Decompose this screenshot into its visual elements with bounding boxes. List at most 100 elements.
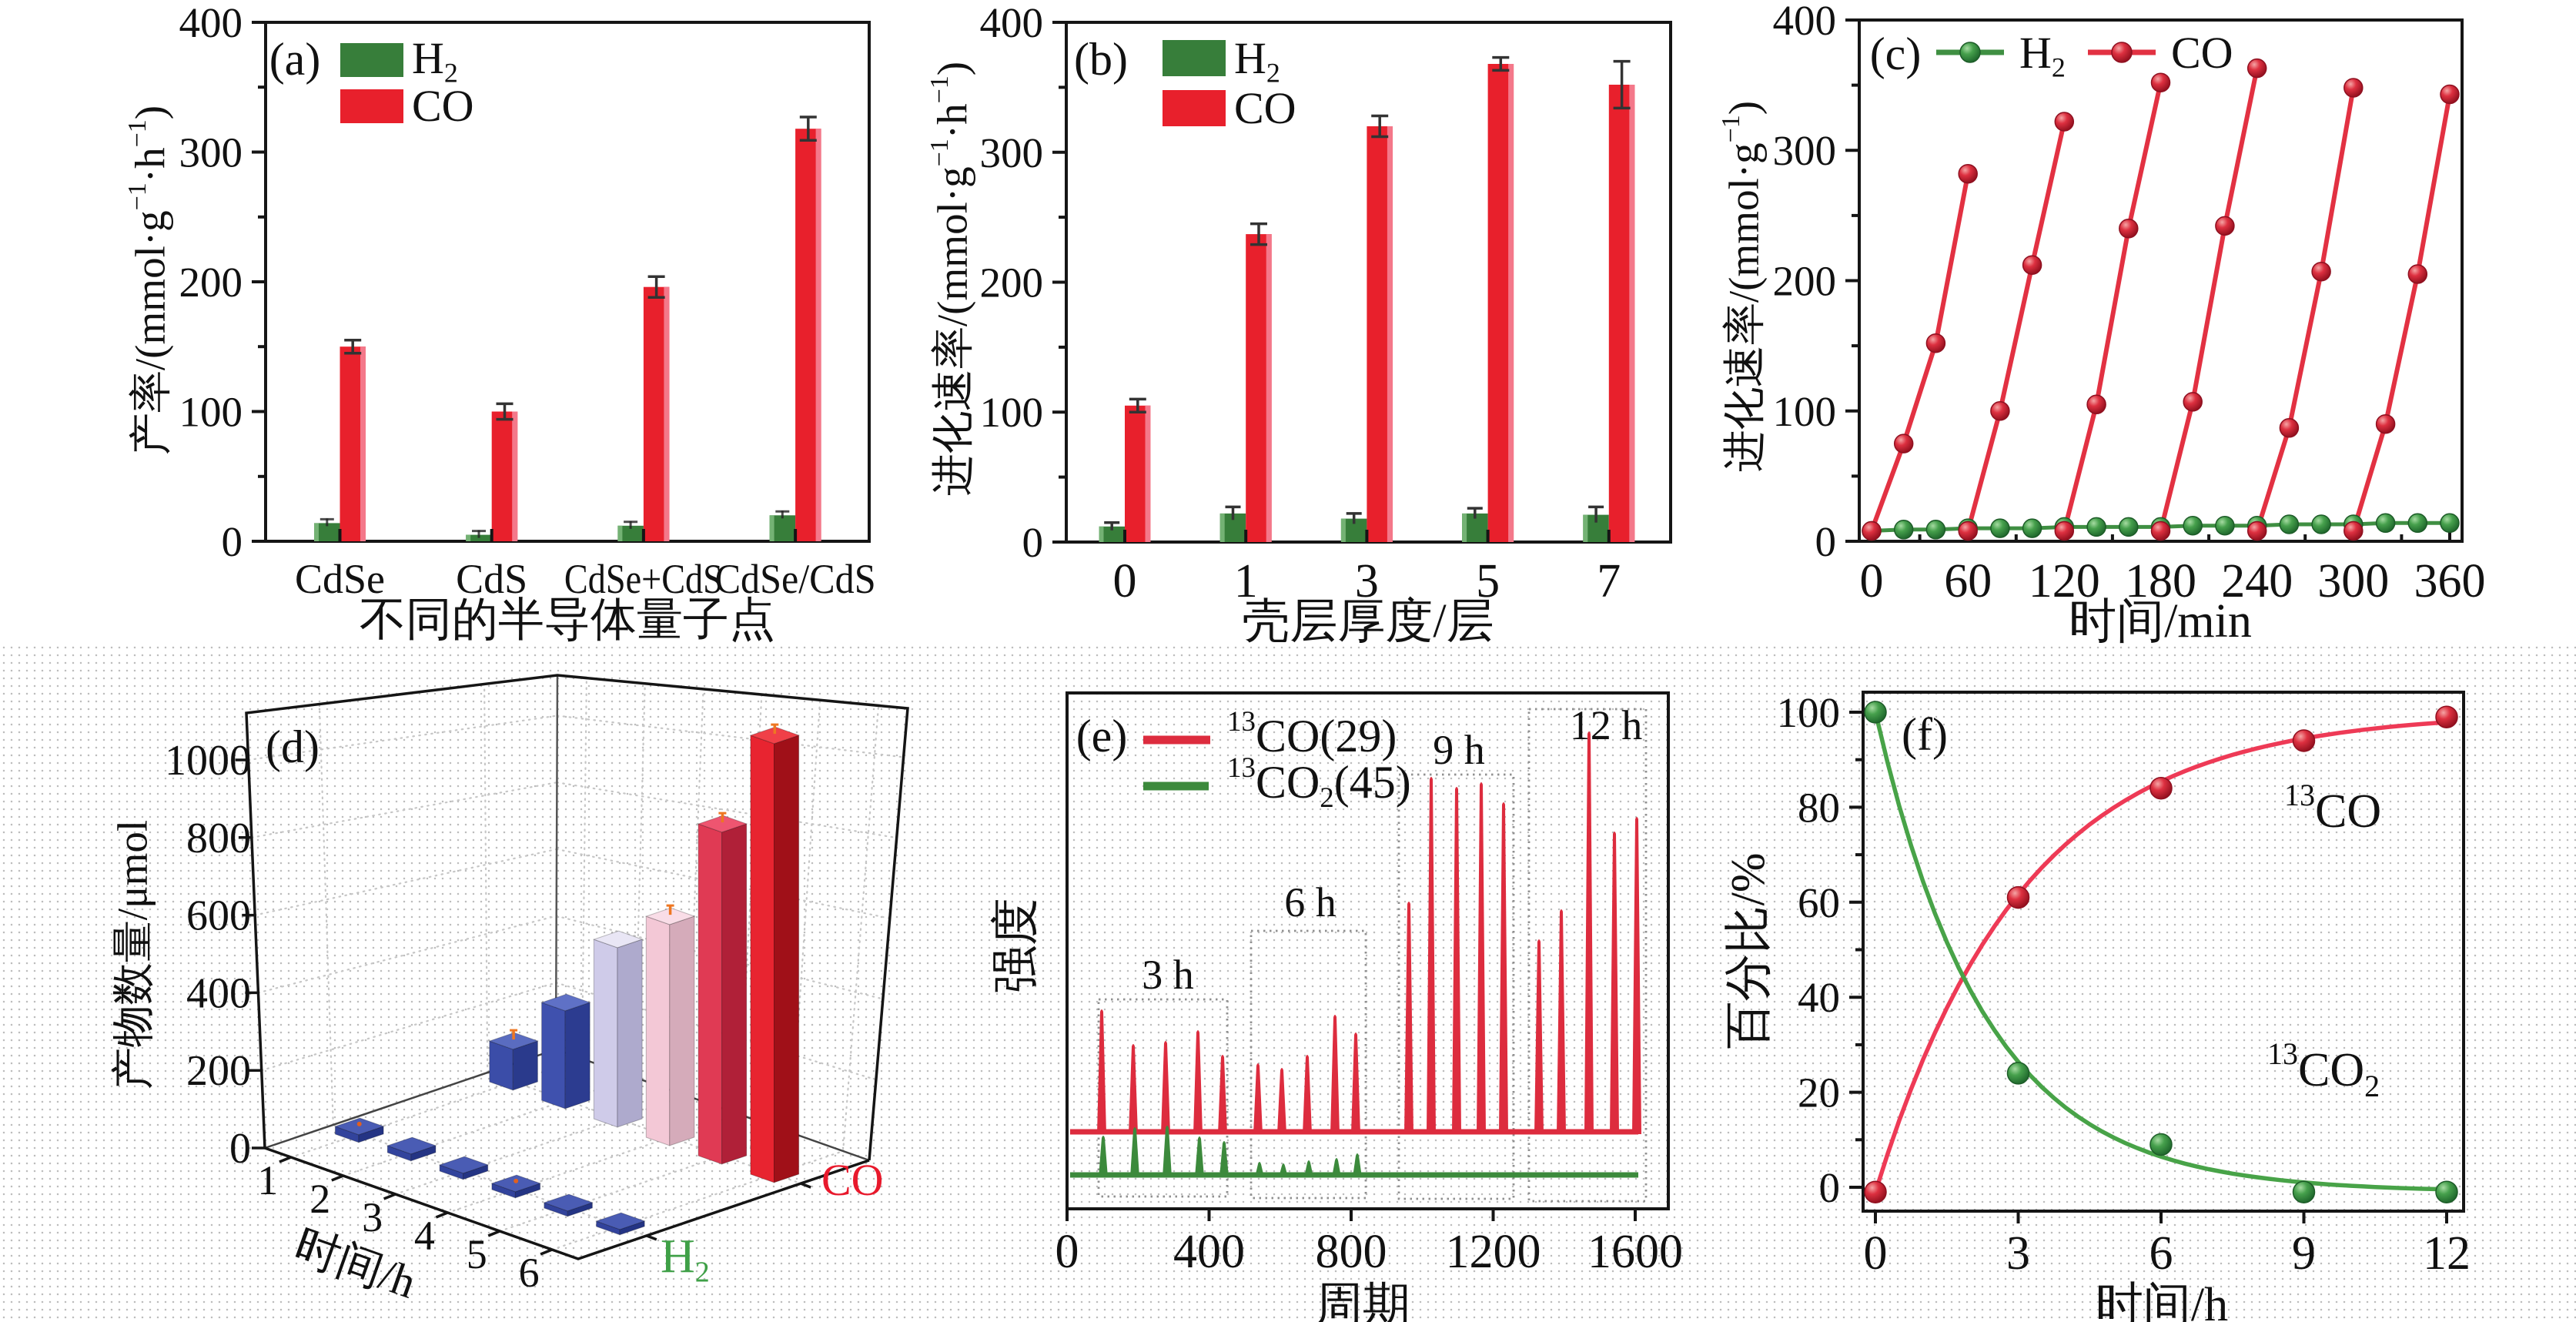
svg-text:60: 60	[1944, 555, 1992, 607]
svg-text:0: 0	[1113, 555, 1137, 607]
svg-text:600: 600	[186, 892, 251, 940]
svg-text:100: 100	[980, 389, 1044, 436]
svg-text:/h: /h	[2191, 1279, 2228, 1322]
svg-text:2: 2	[1320, 782, 1334, 814]
svg-text:·h: ·h	[127, 147, 174, 182]
svg-text:(45): (45)	[1334, 757, 1411, 808]
svg-text:6 h: 6 h	[1284, 879, 1337, 925]
svg-text:CO: CO	[2298, 1044, 2364, 1096]
svg-text:3: 3	[362, 1194, 383, 1240]
svg-text:(a): (a)	[269, 34, 321, 85]
svg-text:60: 60	[1798, 879, 1840, 926]
svg-text:300: 300	[2317, 555, 2389, 607]
svg-text:/(mmol·g: /(mmol·g	[127, 210, 174, 370]
svg-text:CdSe: CdSe	[295, 556, 385, 602]
svg-text:4: 4	[414, 1213, 435, 1259]
svg-text:0: 0	[229, 1125, 251, 1173]
svg-text:1: 1	[1234, 555, 1258, 607]
svg-text:): )	[1721, 101, 1768, 115]
svg-text:3: 3	[1355, 555, 1379, 607]
svg-text:CO: CO	[821, 1155, 884, 1205]
svg-text:CO: CO	[2315, 785, 2381, 838]
svg-text:12: 12	[2423, 1227, 2471, 1280]
svg-text:/μmol: /μmol	[109, 820, 156, 920]
svg-text:−1: −1	[123, 119, 152, 147]
svg-text:5: 5	[1476, 555, 1500, 607]
svg-text:9 h: 9 h	[1433, 727, 1485, 773]
svg-text:−1: −1	[1717, 115, 1745, 142]
svg-text:300: 300	[1773, 127, 1837, 174]
svg-text:(c): (c)	[1870, 28, 1922, 79]
svg-text:CO: CO	[2171, 28, 2233, 78]
svg-text:2: 2	[2052, 52, 2066, 83]
svg-text:5: 5	[467, 1231, 487, 1277]
svg-text:0: 0	[1815, 518, 1837, 565]
svg-text:): )	[929, 62, 976, 75]
svg-text:/(mmol·g: /(mmol·g	[1721, 142, 1768, 303]
svg-text:1600: 1600	[1587, 1226, 1683, 1278]
svg-text:9: 9	[2292, 1227, 2316, 1280]
svg-text:360: 360	[2414, 555, 2486, 607]
svg-text:(e): (e)	[1076, 711, 1128, 761]
svg-text:100: 100	[1773, 388, 1837, 435]
svg-text:CdSe/CdS: CdSe/CdS	[715, 556, 876, 602]
svg-text:6: 6	[519, 1250, 540, 1296]
svg-text:200: 200	[1773, 258, 1837, 305]
svg-text:7: 7	[1597, 555, 1621, 607]
svg-text:400: 400	[1773, 0, 1837, 44]
svg-text:2: 2	[695, 1256, 710, 1288]
svg-text:−1: −1	[925, 139, 954, 166]
svg-text:200: 200	[179, 259, 243, 306]
svg-text:/: /	[1433, 595, 1447, 648]
svg-text:120: 120	[2029, 555, 2100, 607]
svg-text:0: 0	[1819, 1164, 1841, 1211]
svg-text:3: 3	[2006, 1227, 2030, 1280]
svg-text:0: 0	[1055, 1226, 1079, 1278]
svg-text:3 h: 3 h	[1142, 952, 1194, 998]
svg-text:CO(29): CO(29)	[1256, 711, 1397, 761]
svg-text:13: 13	[1227, 706, 1256, 738]
svg-text:H: H	[661, 1230, 695, 1283]
svg-text:800: 800	[186, 815, 251, 862]
svg-text:200: 200	[186, 1047, 251, 1095]
svg-text:240: 240	[2221, 555, 2293, 607]
svg-text:2: 2	[1266, 58, 1280, 89]
svg-text:CO: CO	[1234, 83, 1296, 133]
svg-text:1: 1	[257, 1157, 278, 1203]
svg-text:1000: 1000	[165, 737, 251, 785]
svg-text:300: 300	[980, 129, 1044, 176]
svg-text:300: 300	[179, 129, 243, 176]
svg-text:400: 400	[186, 969, 251, 1017]
svg-text:12 h: 12 h	[1570, 702, 1643, 748]
svg-text:400: 400	[1173, 1226, 1245, 1278]
svg-text:400: 400	[179, 0, 243, 46]
svg-text:/%: /%	[1722, 853, 1775, 906]
svg-text:CdSe+CdS: CdSe+CdS	[564, 556, 723, 602]
svg-text:40: 40	[1798, 974, 1840, 1021]
svg-text:H: H	[1234, 33, 1266, 83]
svg-text:(d): (d)	[266, 721, 319, 772]
svg-text:13: 13	[2284, 778, 2315, 812]
svg-text:CO: CO	[412, 81, 474, 131]
svg-text:0: 0	[222, 518, 243, 565]
svg-text:100: 100	[179, 389, 243, 436]
svg-text:/min: /min	[2164, 595, 2252, 648]
svg-text:(f): (f)	[1902, 709, 1948, 760]
svg-text:/(mmol·g: /(mmol·g	[929, 166, 976, 326]
svg-text:0: 0	[1860, 555, 1884, 607]
svg-text:0: 0	[1864, 1227, 1888, 1280]
svg-text:2: 2	[309, 1176, 330, 1222]
svg-text:1200: 1200	[1446, 1226, 1541, 1278]
svg-text:·h: ·h	[929, 103, 976, 139]
svg-text:2: 2	[444, 58, 458, 89]
svg-text:2: 2	[2364, 1069, 2380, 1103]
svg-text:13: 13	[2267, 1036, 2298, 1071]
svg-text:CO: CO	[1256, 757, 1320, 808]
svg-text:20: 20	[1798, 1069, 1840, 1116]
svg-text:200: 200	[980, 259, 1044, 306]
svg-text:−1: −1	[925, 75, 954, 103]
svg-text:100: 100	[1777, 689, 1841, 736]
svg-text:): )	[127, 105, 174, 119]
svg-text:400: 400	[980, 0, 1044, 46]
svg-text:H: H	[2019, 28, 2052, 78]
